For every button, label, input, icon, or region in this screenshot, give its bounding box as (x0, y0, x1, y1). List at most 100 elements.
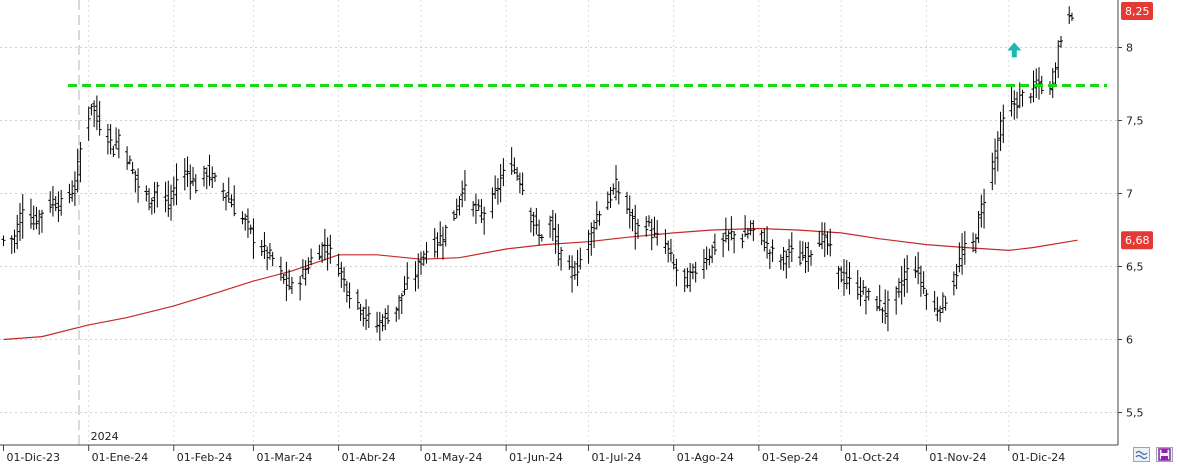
price-bar (1056, 40, 1061, 79)
price-bar (729, 216, 734, 241)
price-bar (339, 261, 344, 288)
price-bar (133, 170, 138, 193)
price-bar (586, 229, 591, 264)
price-bar (37, 209, 42, 235)
moving-average-label: 6,68 (1125, 234, 1150, 247)
price-bar (317, 244, 322, 260)
price-bar (355, 289, 360, 310)
price-bar (259, 239, 264, 257)
x-tick-label: 01-Jul-24 (592, 451, 642, 464)
price-bar (924, 289, 929, 310)
price-bar (67, 183, 72, 204)
price-bar (627, 195, 632, 229)
price-bar (982, 188, 987, 229)
price-bar (902, 258, 907, 297)
price-bar (405, 262, 410, 290)
price-bar (364, 299, 369, 331)
price-bar (229, 194, 234, 208)
price-bar (693, 261, 698, 283)
y-tick-label: 7,5 (1126, 115, 1144, 128)
price-bar (614, 165, 619, 201)
price-bar (361, 306, 366, 327)
price-bar (451, 210, 456, 221)
price-bar (402, 276, 407, 296)
x-tick-label: 01-Jun-24 (509, 451, 563, 464)
price-bar (825, 231, 830, 255)
price-bar (940, 292, 945, 314)
price-bar (498, 163, 503, 203)
price-bar (896, 278, 901, 298)
price-bars-layer (1, 6, 1074, 341)
price-bar (572, 260, 577, 280)
price-bar (347, 282, 352, 309)
last-price-badge: 8,25 (1121, 2, 1153, 20)
price-bar (53, 196, 58, 212)
price-bar (182, 158, 187, 191)
y-tick-label: 5,5 (1126, 407, 1144, 420)
price-bar (212, 172, 217, 182)
price-bar (1058, 35, 1063, 48)
price-bar (20, 194, 25, 239)
price-bar (342, 266, 347, 293)
price-bar (380, 314, 385, 332)
price-bar (839, 266, 844, 283)
price-bar (559, 246, 564, 271)
price-bar (817, 230, 822, 247)
signal-layer (1007, 42, 1022, 58)
price-bar (990, 152, 995, 191)
price-bar (787, 239, 792, 269)
price-bar (174, 163, 179, 206)
price-bar (855, 269, 860, 300)
moving-average-badge-box (1121, 231, 1153, 250)
price-bar (226, 177, 231, 203)
price-bar (476, 199, 481, 211)
price-bar (688, 262, 693, 293)
price-bar (191, 166, 196, 187)
moving-average-line (3, 227, 1078, 341)
x-tick-label: 01-Dic-23 (7, 451, 61, 464)
price-bar (784, 250, 789, 279)
price-bar (210, 166, 215, 188)
price-bar (918, 265, 923, 297)
x-tick-label: 01-Ago-24 (677, 451, 734, 464)
price-bar (39, 209, 44, 233)
y-tick-label: 6,5 (1126, 261, 1144, 274)
price-bar (1009, 86, 1014, 117)
price-bar (767, 249, 772, 269)
price-bar (553, 213, 558, 254)
indicator-toggle-button[interactable] (1133, 447, 1150, 462)
moving-average-badge: 6,68 (1121, 231, 1153, 250)
x-tick-label: 01-Nov-24 (929, 451, 986, 464)
price-bar (685, 267, 690, 289)
price-bar (863, 286, 868, 315)
price-bar (971, 232, 976, 253)
price-bar (765, 226, 770, 259)
price-bar (605, 191, 610, 211)
price-bar (943, 296, 948, 311)
y-tick-label: 7 (1126, 188, 1133, 201)
price-bar (935, 296, 940, 322)
price-bar (1031, 70, 1036, 103)
price-bar (17, 203, 22, 241)
price-bar (59, 189, 64, 216)
price-bar (265, 246, 270, 271)
price-bar (207, 154, 212, 186)
price-bar (300, 259, 305, 279)
price-bar (921, 271, 926, 295)
price-bar (70, 180, 75, 202)
price-bar (668, 238, 673, 262)
price-bar (1015, 91, 1020, 119)
price-bar (1053, 62, 1058, 86)
save-button[interactable] (1156, 447, 1173, 462)
price-bar (366, 306, 371, 329)
price-bar (28, 198, 33, 229)
price-bar (482, 206, 487, 235)
price-bar (567, 255, 572, 270)
price-bar (262, 232, 267, 260)
price-bar (322, 228, 327, 261)
price-bar (1037, 67, 1042, 100)
year-label: 2024 (91, 430, 119, 443)
price-bar (462, 170, 467, 201)
y-axis-ticks: 5,5 6 6,5 7 7,5 8 (1118, 42, 1144, 420)
price-bar (874, 296, 879, 312)
